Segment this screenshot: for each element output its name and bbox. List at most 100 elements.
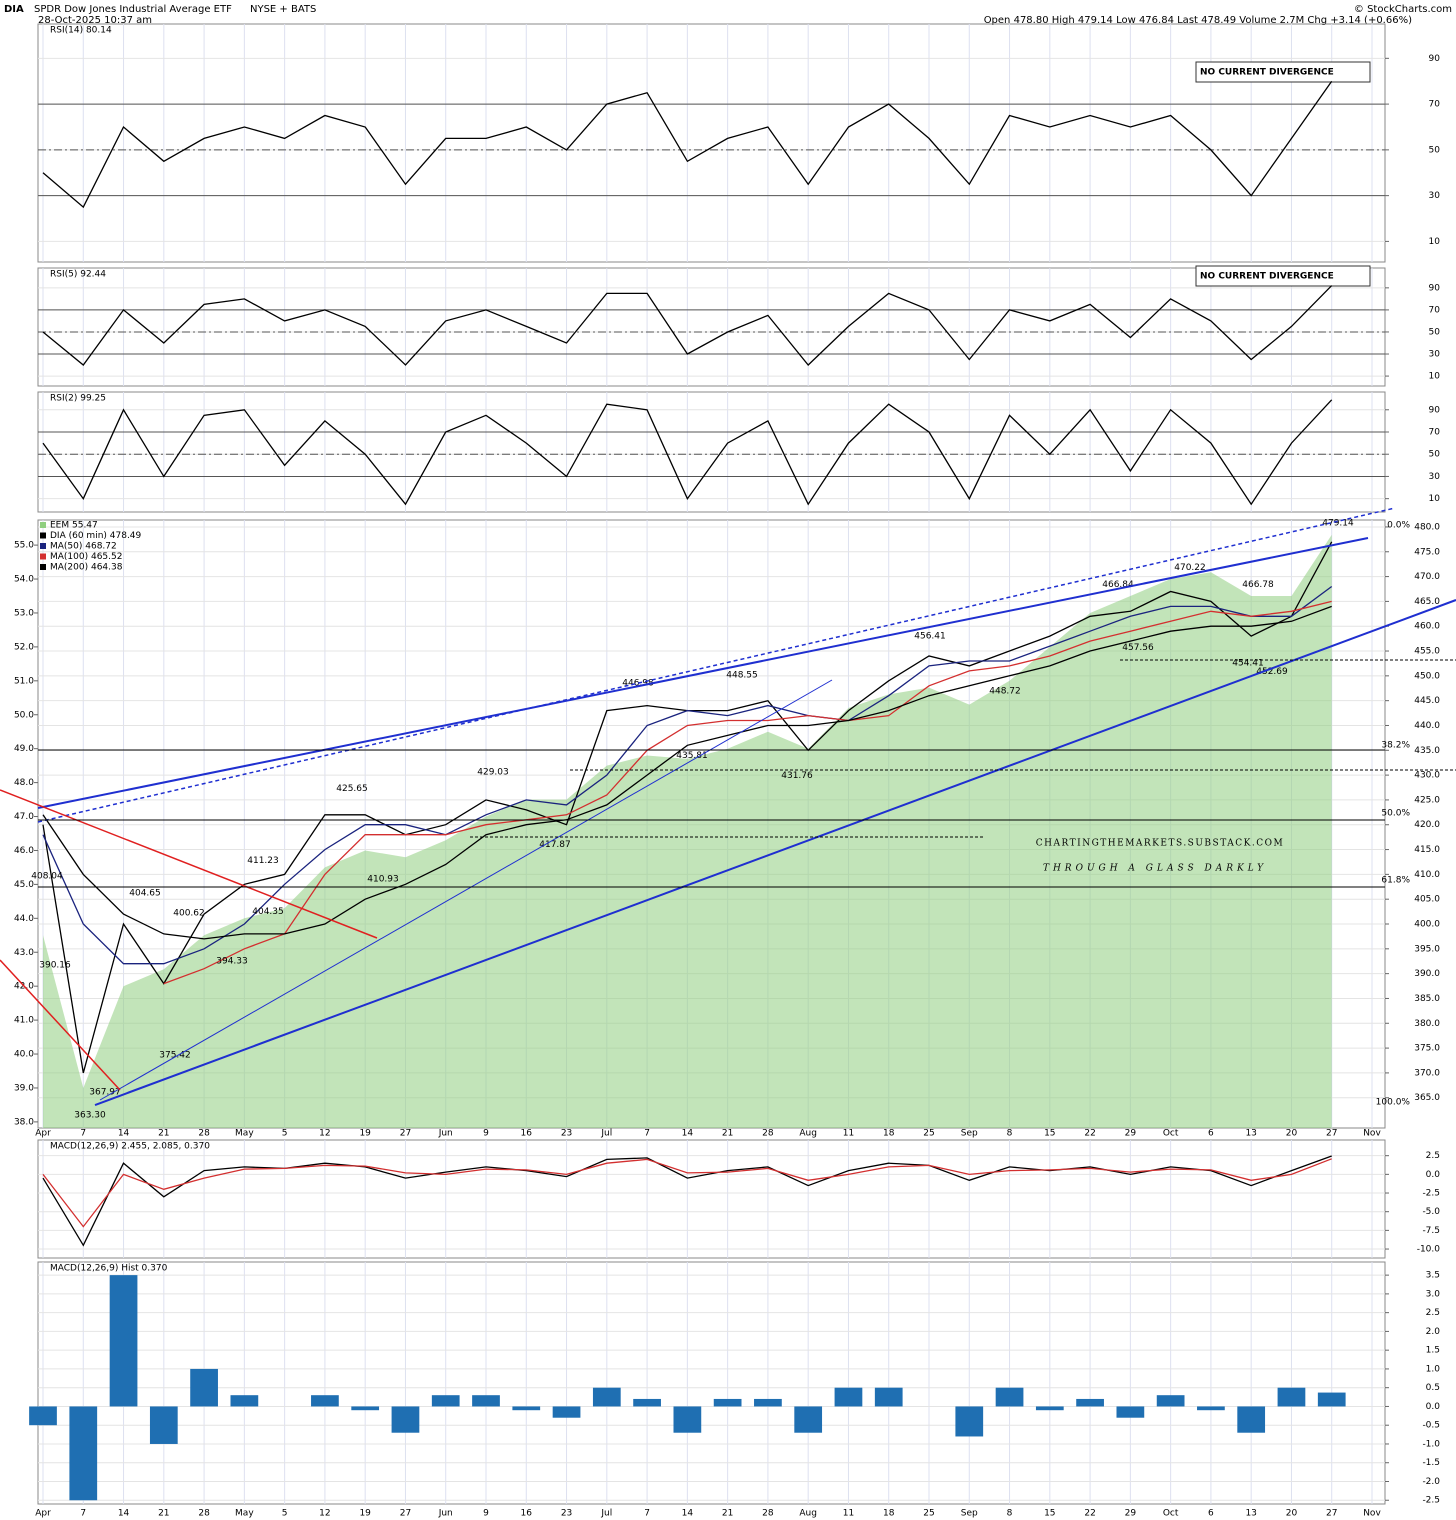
y-tick-label: 480.0 [1414,522,1440,532]
x-tick-label: 27 [1326,1129,1337,1139]
annotation: NO CURRENT DIVERGENCE [1200,272,1334,282]
x-tick-label: 12 [319,1129,330,1139]
price-label: 411.23 [247,856,279,866]
price-label: 454.41 [1232,658,1264,668]
legend-entry: MA(100) 465.52 [50,552,122,562]
price-label: 431.76 [781,771,813,781]
price-label: 394.33 [216,957,248,967]
x-tick-label: 27 [400,1129,411,1139]
bar [552,1406,581,1418]
bar [834,1387,863,1407]
y-tick-label: 2.0 [1426,1327,1441,1337]
bar [311,1395,339,1407]
watermark: THROUGH A GLASS DARKLY [1043,864,1267,874]
x-tick-label: 11 [843,1129,854,1139]
y-tick-label: 3.5 [1426,1271,1440,1281]
y-tick-label: 30 [1429,350,1441,360]
fib-label: 50.0% [1381,809,1410,819]
credit: © StockCharts.com [1354,4,1452,15]
y-tick-label: 370.0 [1414,1068,1440,1078]
x-tick-label: 16 [521,1509,533,1519]
price-label: 456.41 [914,632,946,642]
panel-frame [37,23,1386,263]
y-tick-label: 10 [1429,494,1441,504]
price-label: 400.62 [173,908,205,918]
x-tick-label: 7 [80,1129,86,1139]
bar [1197,1406,1225,1411]
price-label: 375.42 [159,1051,191,1061]
bar [472,1395,500,1407]
price-label: 390.16 [39,960,71,970]
y-tick-label: 420.0 [1414,820,1440,830]
bar [794,1406,823,1433]
x-tick-label: Aug [799,1129,817,1139]
y-tick-label: 10 [1429,372,1441,382]
y-tick-label: 430.0 [1414,771,1440,781]
panel-title: MACD(12,26,9) 2.455, 2.085, 0.370 [50,1142,210,1152]
line [42,1155,1332,1247]
y-tick-label: 425.0 [1414,795,1440,805]
bar [592,1387,621,1407]
panels: 10 30 50 70 90 RSI(14) 80.14 NO CURRENT DIVERG… [14,23,1441,1519]
x-tick-label: 18 [883,1129,895,1139]
bar [391,1406,420,1433]
x-tick-label: 15 [1044,1129,1055,1139]
x-tick-label: 23 [561,1509,572,1519]
y2-tick-label: 52.0 [14,642,34,652]
bar [351,1406,380,1411]
price-label: 457.56 [1122,643,1154,653]
legend-entry: MA(50) 468.72 [50,542,117,552]
bar [673,1406,702,1433]
fib-label: 38.2% [1381,741,1410,751]
legend-entry: DIA (60 min) 478.49 [50,531,142,541]
y2-tick-label: 53.0 [14,608,34,618]
y-tick-label: 0.0 [1426,1402,1441,1412]
quote: Open 478.80 High 479.14 Low 476.84 Last … [984,15,1412,26]
x-tick-label: 21 [158,1129,169,1139]
x-tick-label: 8 [1007,1129,1013,1139]
x-tick-label: May [235,1509,254,1519]
price-label: 417.87 [539,840,571,850]
price-label: 367.97 [89,1087,121,1097]
x-tick-label: 18 [883,1509,895,1519]
y-tick-label: 70 [1429,100,1441,110]
y-tick-label: 50 [1429,327,1441,337]
x-tick-label: 12 [319,1509,330,1519]
bar [29,1406,57,1426]
y2-tick-label: 47.0 [14,812,34,822]
panel-title: RSI(2) 99.25 [50,394,106,404]
x-tick-label: Jun [438,1129,453,1139]
x-tick-label: Oct [1163,1509,1179,1519]
y2-tick-label: 51.0 [14,676,34,686]
line [42,605,1332,940]
trendline [37,537,1369,809]
bar [190,1368,218,1407]
legend-swatch [40,532,46,539]
x-tick-label: 22 [1084,1129,1095,1139]
y-tick-label: 0.5 [1426,1383,1440,1393]
price-label: 452.69 [1256,667,1288,677]
bar [431,1395,460,1407]
bar [1277,1387,1306,1407]
y-tick-label: -7.5 [1422,1226,1440,1236]
price-label: 404.35 [252,907,284,917]
y-tick-label: 405.0 [1414,895,1440,905]
x-tick-label: Nov [1363,1509,1381,1519]
annotation-box [1195,265,1371,287]
y2-tick-label: 40.0 [14,1050,34,1060]
panel-frame [37,391,1386,513]
bar [1317,1392,1346,1407]
bar [995,1387,1024,1407]
y-tick-label: -0.5 [1422,1421,1440,1431]
x-tick-label: Apr [35,1129,51,1139]
legend-entry: MA(200) 464.38 [50,563,123,573]
y-tick-label: 450.0 [1414,671,1440,681]
y-tick-label: 70 [1429,305,1441,315]
x-tick-label: 14 [118,1509,130,1519]
line [42,285,1333,366]
price-label: 448.72 [989,687,1021,697]
y-tick-label: 90 [1429,405,1441,415]
y-tick-label: 30 [1429,472,1441,482]
legend-swatch [40,543,46,549]
y2-tick-label: 55.0 [14,541,34,551]
